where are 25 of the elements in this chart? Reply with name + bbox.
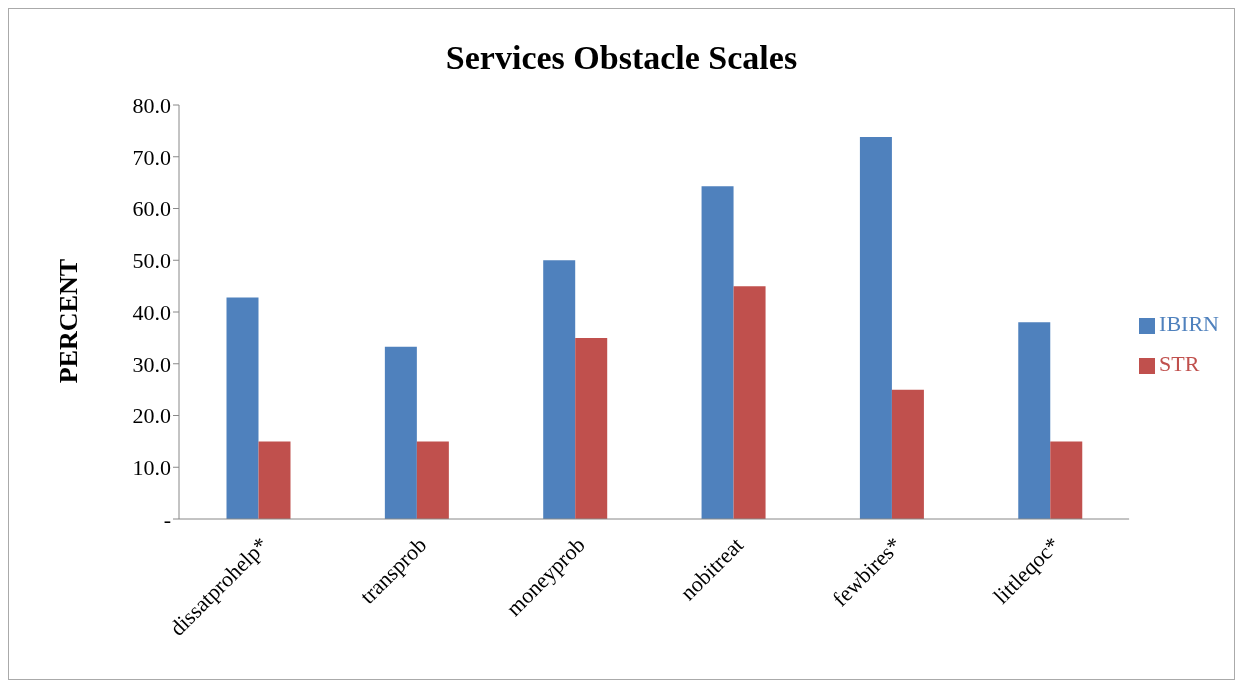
chart-title: Services Obstacle Scales (444, 39, 799, 77)
y-tick-label: - (163, 506, 171, 532)
bar (1050, 441, 1083, 519)
y-tick-label: 40.0 (132, 299, 171, 325)
bar (258, 441, 291, 519)
bar (891, 389, 924, 519)
y-tick-label: 30.0 (132, 351, 171, 377)
y-tick-label: 70.0 (132, 144, 171, 170)
bar (543, 260, 576, 519)
y-tick-label: 20.0 (132, 403, 171, 429)
bar (416, 441, 449, 519)
bar (701, 186, 734, 519)
legend-label: IBIRN (1159, 311, 1219, 336)
bar (226, 297, 259, 519)
y-tick-label: 10.0 (132, 455, 171, 481)
legend-label: STR (1159, 351, 1200, 376)
bar (384, 346, 417, 519)
bar (859, 137, 892, 519)
y-tick-label: 60.0 (132, 196, 171, 222)
bar (575, 337, 608, 519)
bar (1018, 322, 1051, 519)
y-axis-title: PERCENT (54, 258, 84, 384)
y-tick-label: 50.0 (132, 248, 171, 274)
bar (733, 286, 766, 519)
y-tick-label: 80.0 (132, 92, 171, 118)
